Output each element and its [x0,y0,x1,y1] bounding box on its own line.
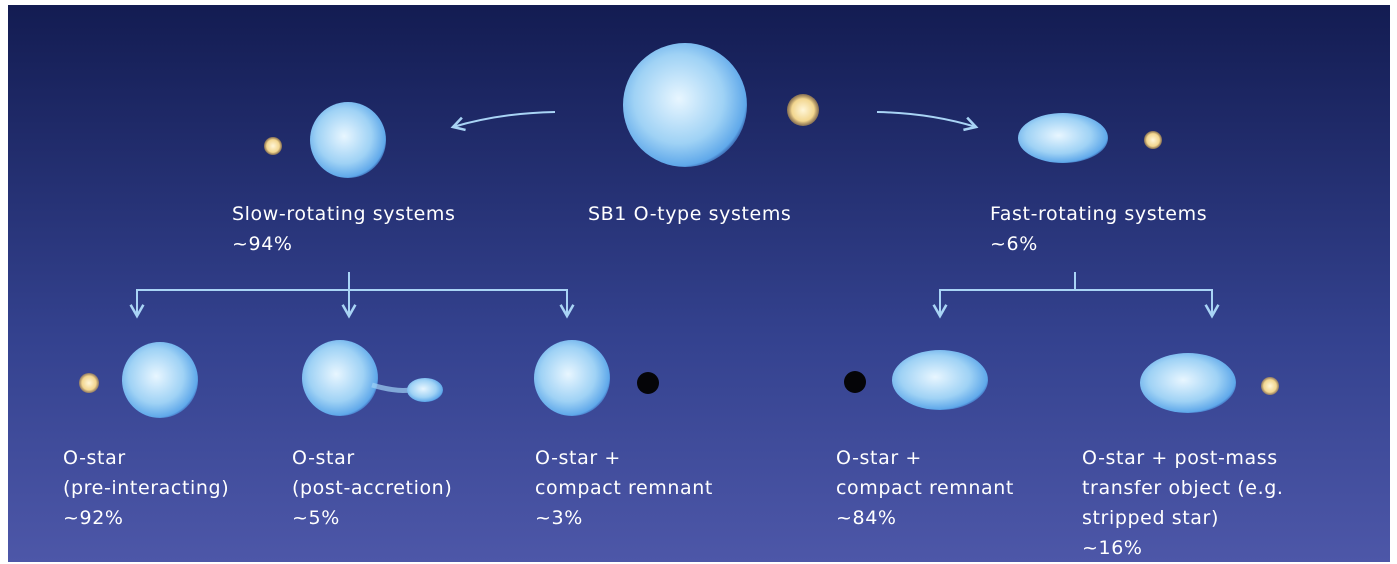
diagram: SB1 O-type systems Slow-rotating systems ~… [0,0,1397,564]
node-share: ~16% [1082,537,1143,559]
node-label: O-star [292,447,355,469]
node-label: O-star + [836,447,922,469]
node-label: O-star + [535,447,621,469]
node-label: transfer object (e.g. [1082,477,1284,499]
node-share: ~92% [63,507,124,529]
node-share: ~3% [535,507,583,529]
node-share: ~84% [836,507,897,529]
node-label: stripped star) [1082,507,1219,529]
node-label: (pre-interacting) [63,477,229,499]
node-label: O-star [63,447,126,469]
node-share: ~94% [232,233,293,255]
node-label: Slow-rotating systems [232,203,456,225]
node-share: ~5% [292,507,340,529]
node-label: O-star + post-mass [1082,447,1278,469]
node-label: Fast-rotating systems [990,203,1207,225]
node-label: (post-accretion) [292,477,452,499]
node-label: SB1 O-type systems [588,203,791,225]
node-share: ~6% [990,233,1038,255]
node-label: compact remnant [535,477,713,499]
node-label: compact remnant [836,477,1014,499]
